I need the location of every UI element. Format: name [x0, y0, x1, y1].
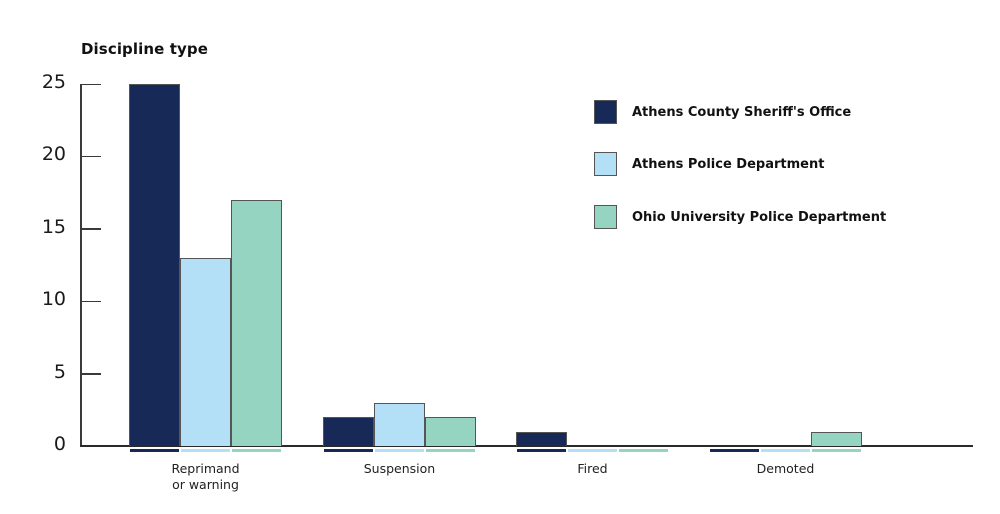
bar	[323, 417, 374, 446]
y-tick-label: 0	[53, 433, 66, 455]
y-tick-mark	[80, 83, 101, 85]
bar	[180, 257, 231, 446]
bar	[231, 199, 282, 446]
legend-item: Athens County Sheriff's Office	[594, 99, 851, 125]
legend-swatch	[594, 100, 617, 124]
y-tick-label: 5	[53, 360, 66, 383]
x-category-label: Reprimand or warning	[171, 461, 240, 492]
y-tick-mark	[80, 300, 101, 303]
y-tick-mark	[80, 155, 101, 158]
legend-label: Athens Police Department	[632, 156, 825, 172]
series-underline	[375, 449, 424, 452]
series-underline	[812, 449, 861, 452]
y-tick-label: 25	[41, 71, 66, 93]
legend-item: Ohio University Police Department	[594, 204, 886, 230]
bar	[374, 402, 425, 446]
bar	[129, 84, 180, 446]
bar	[425, 417, 476, 446]
x-category-label: Suspension	[363, 461, 436, 476]
legend-label: Ohio University Police Department	[632, 209, 887, 225]
y-axis-line	[80, 84, 82, 446]
y-tick-label: 15	[41, 215, 66, 238]
y-tick-label: 10	[41, 288, 66, 311]
series-underline	[324, 449, 373, 452]
x-category-label: Fired	[577, 461, 608, 476]
x-category-label: Demoted	[756, 461, 815, 476]
y-tick-mark	[80, 228, 101, 230]
series-underline	[181, 449, 230, 452]
series-underline	[232, 449, 281, 452]
bar	[516, 431, 567, 446]
series-underline	[517, 449, 566, 452]
legend-label: Athens County Sheriff's Office	[632, 104, 852, 120]
legend-swatch	[594, 152, 617, 176]
y-tick-mark	[80, 373, 101, 375]
series-underline	[761, 449, 810, 452]
bar	[811, 431, 862, 446]
series-underline	[710, 449, 759, 452]
chart-title: Discipline type	[81, 40, 209, 58]
legend-swatch	[594, 205, 617, 229]
series-underline	[426, 449, 475, 452]
x-axis-baseline	[80, 445, 973, 447]
series-underline	[568, 449, 617, 452]
y-tick-label: 20	[41, 143, 66, 166]
legend-item: Athens Police Department	[594, 151, 824, 177]
series-underline	[130, 449, 179, 452]
series-underline	[619, 449, 668, 452]
